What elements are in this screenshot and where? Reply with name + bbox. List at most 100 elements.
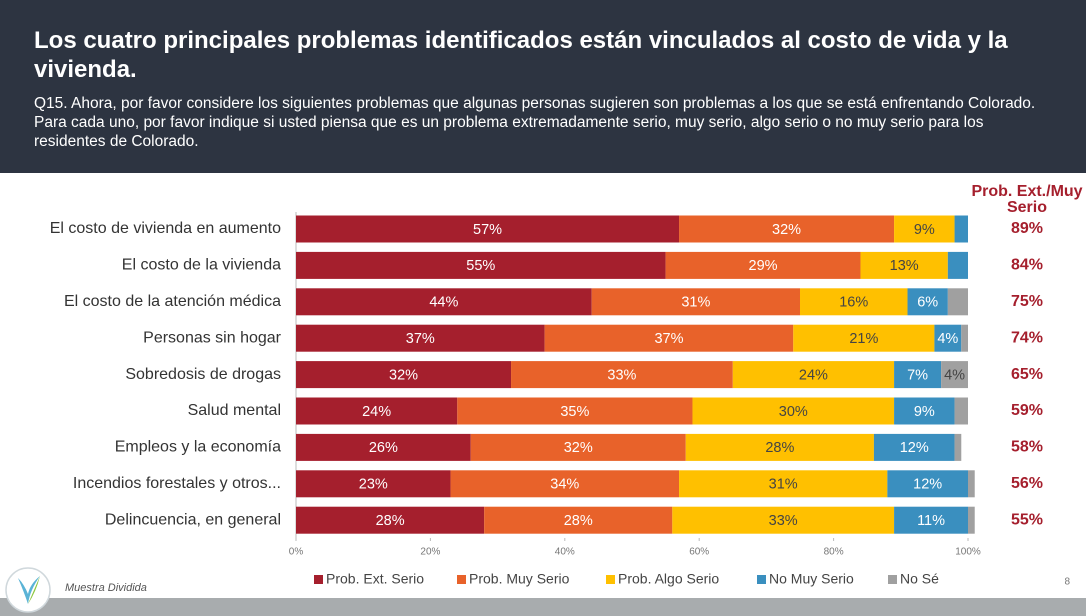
value-label: 24% [799, 367, 828, 383]
x-tick-label: 20% [420, 547, 440, 558]
bar-segment [511, 361, 733, 389]
bar-segment [296, 288, 592, 316]
bar-segment [679, 470, 888, 498]
legend-label: No Muy Serio [769, 571, 854, 587]
value-label: 35% [560, 404, 589, 420]
value-label: 13% [890, 258, 919, 274]
value-label: 6% [917, 295, 938, 311]
value-label: 26% [369, 440, 398, 456]
bar-segment [954, 215, 968, 243]
value-label: 30% [779, 404, 808, 420]
category-label: El costo de vivienda en aumento [50, 220, 281, 237]
subtitle: Q15. Ahora, por favor considere los sigu… [34, 95, 1036, 150]
total-label: 65% [1011, 366, 1043, 383]
bar-segment [665, 251, 861, 279]
total-label: 56% [1011, 475, 1043, 492]
bar-segment [793, 324, 935, 352]
value-label: 31% [681, 295, 710, 311]
bar-segment [296, 506, 485, 534]
bar-segment [934, 324, 962, 352]
value-label: 16% [839, 295, 868, 311]
bar-segment [894, 215, 955, 243]
category-label: Personas sin hogar [143, 329, 282, 346]
value-label: 24% [362, 404, 391, 420]
bar-segment [296, 470, 451, 498]
total-label: 75% [1011, 293, 1043, 310]
bar-segment [887, 470, 968, 498]
value-label: 23% [359, 477, 388, 493]
x-tick-label: 80% [824, 547, 844, 558]
value-label: 11% [917, 513, 945, 529]
bar-segment [296, 251, 666, 279]
bar-segment [968, 506, 975, 534]
value-label: 12% [913, 477, 942, 493]
bar-segment [800, 288, 908, 316]
legend-swatch [888, 575, 897, 584]
legend-swatch [606, 575, 615, 584]
legend-label: Prob. Muy Serio [469, 571, 570, 587]
bar-segment [591, 288, 800, 316]
bar-segment [296, 324, 545, 352]
bar-segment [450, 470, 680, 498]
total-label: 74% [1011, 329, 1043, 346]
bar-segment [679, 215, 895, 243]
value-label: 44% [429, 295, 458, 311]
value-label: 29% [749, 258, 778, 274]
bar-segment [894, 506, 968, 534]
value-label: 32% [564, 440, 593, 456]
bar-segment [907, 288, 948, 316]
x-tick-label: 100% [955, 547, 981, 558]
value-label: 4% [944, 367, 965, 383]
legend-swatch [314, 575, 323, 584]
category-label: Incendios forestales y otros... [73, 475, 281, 492]
legend-label: No Sé [900, 571, 939, 587]
bar-segment [672, 506, 895, 534]
x-tick-label: 0% [289, 547, 304, 558]
bar-segment [296, 397, 458, 425]
value-label: 37% [406, 331, 435, 347]
legend-label: Prob. Ext. Serio [326, 571, 424, 587]
total-label: 55% [1011, 511, 1043, 528]
value-label: 28% [564, 513, 593, 529]
bar-segment [894, 361, 942, 389]
bar-segment [947, 251, 968, 279]
legend-label: Prob. Algo Serio [618, 571, 719, 587]
header: Los cuatro principales problemas identif… [0, 0, 1086, 173]
x-tick-label: 60% [689, 547, 709, 558]
value-label: 28% [765, 440, 794, 456]
bar-segment [941, 361, 968, 389]
category-label: Salud mental [188, 402, 281, 419]
value-label: 31% [769, 477, 798, 493]
total-label: 84% [1011, 257, 1043, 274]
value-label: 28% [376, 513, 405, 529]
value-label: 33% [607, 367, 636, 383]
legend-swatch [757, 575, 766, 584]
category-label: Delincuencia, en general [105, 511, 281, 528]
value-label: 37% [654, 331, 683, 347]
bar-segment [544, 324, 794, 352]
value-label: 9% [914, 222, 935, 238]
title: Los cuatro principales problemas identif… [34, 27, 1008, 83]
bar-segment [894, 397, 955, 425]
footnote: Muestra Dividida [65, 582, 147, 594]
bar-segment [947, 288, 968, 316]
bar-segment [685, 433, 874, 461]
bar-segment [860, 251, 948, 279]
value-label: 7% [907, 367, 928, 383]
bar-segment [296, 361, 512, 389]
value-label: 32% [389, 367, 418, 383]
bar-segment [296, 215, 680, 243]
value-label: 4% [937, 331, 958, 347]
bar-segment [732, 361, 895, 389]
total-label: 59% [1011, 402, 1043, 419]
bar-segment [961, 324, 968, 352]
category-label: Sobredosis de drogas [125, 366, 281, 383]
value-label: 33% [769, 513, 798, 529]
logo [5, 567, 51, 613]
category-label: Empleos y la economía [115, 439, 281, 456]
bar-segment [296, 433, 471, 461]
category-label: El costo de la vivienda [122, 257, 281, 274]
x-tick-label: 40% [555, 547, 575, 558]
